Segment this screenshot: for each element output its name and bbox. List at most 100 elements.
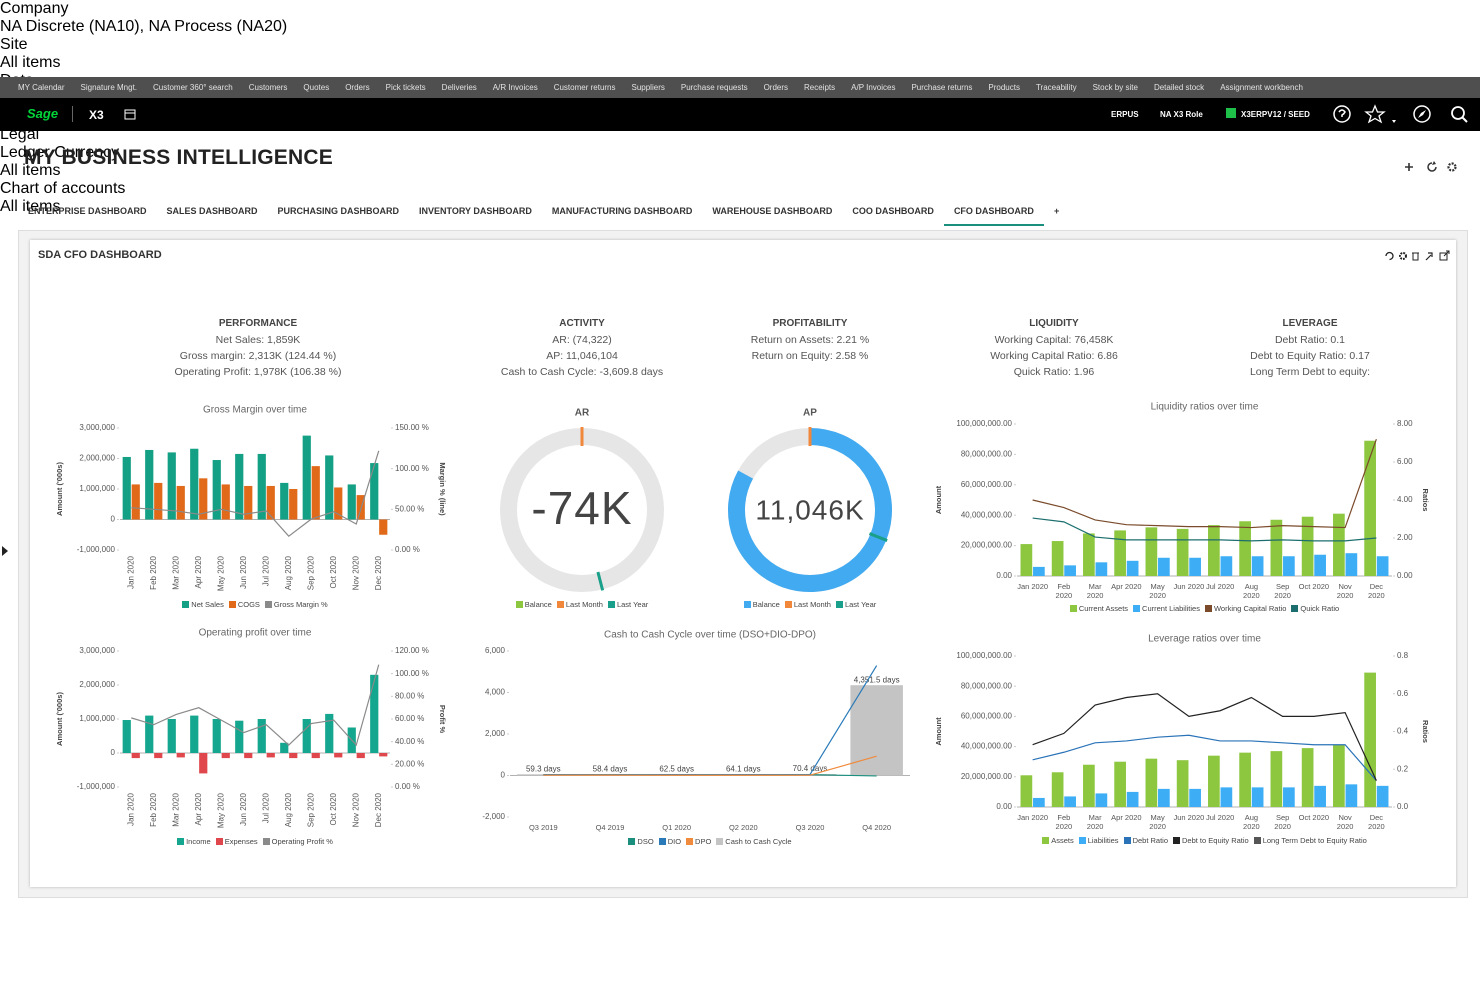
menu-item[interactable]: Detailed stock bbox=[1153, 83, 1205, 92]
menu-item[interactable]: Assignment workbench bbox=[1220, 83, 1303, 92]
value-label: 64.1 days bbox=[726, 764, 761, 773]
tab[interactable]: SALES DASHBOARD bbox=[166, 206, 258, 216]
legend-item[interactable]: Expenses bbox=[215, 837, 258, 846]
x-tick-label: Jul 2020 bbox=[261, 555, 270, 586]
app-name[interactable]: X3 bbox=[89, 108, 104, 122]
tab[interactable]: COO DASHBOARD bbox=[852, 206, 934, 216]
menu-item[interactable]: Receipts bbox=[804, 83, 836, 92]
legend-swatch bbox=[1204, 605, 1212, 612]
legend-item[interactable]: Last Year bbox=[607, 600, 648, 609]
legend-item[interactable]: Current Liabilities bbox=[1133, 604, 1200, 613]
legend: Current Assets Current Liabilities Working… bbox=[975, 604, 1435, 613]
menu-item[interactable]: Customers bbox=[248, 83, 288, 92]
legend-item[interactable]: Debt to Equity Ratio bbox=[1173, 836, 1249, 845]
tab[interactable]: PURCHASING DASHBOARD bbox=[277, 206, 400, 216]
menu-item[interactable]: Pick tickets bbox=[385, 83, 426, 92]
tab[interactable]: + bbox=[1053, 206, 1060, 216]
legend-item[interactable]: Long Term Debt to Equity Ratio bbox=[1253, 836, 1367, 845]
legend-label: Current Liabilities bbox=[1142, 604, 1200, 613]
tab[interactable]: INVENTORY DASHBOARD bbox=[419, 206, 532, 216]
bar bbox=[1176, 528, 1189, 576]
legend-item[interactable]: Quick Ratio bbox=[1291, 604, 1339, 613]
menu-item[interactable]: A/R Invoices bbox=[492, 83, 538, 92]
menu-item[interactable]: Purchase returns bbox=[911, 83, 973, 92]
y-tick-label: 0 bbox=[501, 771, 506, 780]
kpi-line: Working Capital: 76,458K bbox=[994, 334, 1114, 346]
filter-label[interactable]: Ledger Currency bbox=[0, 144, 120, 161]
legend: Balance Last Month Last Year bbox=[352, 600, 812, 609]
tab[interactable]: MANUFACTURING DASHBOARD bbox=[551, 206, 693, 216]
menu-item[interactable]: MY Calendar bbox=[18, 83, 65, 92]
legend-item[interactable]: Cash to Cash Cycle bbox=[716, 837, 792, 846]
logo[interactable]: Sage bbox=[27, 106, 59, 121]
menu-item[interactable]: Orders bbox=[345, 83, 370, 92]
legend-item[interactable]: DIO bbox=[658, 837, 681, 846]
legend-item[interactable]: DPO bbox=[686, 837, 711, 846]
legend-item[interactable]: Working Capital Ratio bbox=[1204, 604, 1286, 613]
tab[interactable]: ENTERPRISE DASHBOARD bbox=[28, 206, 147, 216]
tab[interactable]: WAREHOUSE DASHBOARD bbox=[712, 206, 833, 216]
legend-item[interactable]: Last Month bbox=[556, 600, 603, 609]
legend-item[interactable]: Operating Profit % bbox=[262, 837, 333, 846]
legend-item[interactable]: Assets bbox=[1042, 836, 1074, 845]
y-axis-label: Amount bbox=[934, 717, 943, 746]
legend-item[interactable]: Current Assets bbox=[1069, 604, 1128, 613]
x-tick-label: Q4 2019 bbox=[595, 823, 625, 832]
menu-item[interactable]: Stock by site bbox=[1092, 83, 1138, 92]
menu-item[interactable]: Products bbox=[988, 83, 1020, 92]
menu-item[interactable]: Customer 360° search bbox=[153, 83, 233, 92]
header-icons[interactable] bbox=[1405, 160, 1460, 174]
filter-label[interactable]: Chart of accounts bbox=[0, 180, 126, 197]
legend-item[interactable]: Last Year bbox=[835, 600, 876, 609]
x-tick-label: Nov 2020 bbox=[351, 555, 360, 590]
panel-icons[interactable] bbox=[1384, 250, 1454, 262]
y2-axis-label: Ratios bbox=[1421, 489, 1430, 512]
bar bbox=[289, 753, 298, 759]
menu-item[interactable]: Quotes bbox=[303, 83, 330, 92]
bar bbox=[280, 482, 289, 520]
menu-item[interactable]: Signature Mngt. bbox=[80, 83, 138, 92]
menu-item[interactable]: A/P Invoices bbox=[851, 83, 896, 92]
bar bbox=[235, 720, 244, 753]
legend-item[interactable]: Income bbox=[177, 837, 211, 846]
y2-tick-label: 0.2 bbox=[1397, 764, 1409, 773]
legend-item[interactable]: DSO bbox=[628, 837, 654, 846]
legend-swatch bbox=[262, 838, 270, 845]
legend-item[interactable]: Liabilities bbox=[1078, 836, 1119, 845]
bar bbox=[266, 485, 275, 520]
toolbar-icons[interactable] bbox=[1330, 104, 1475, 126]
bar bbox=[1051, 541, 1064, 576]
menu-item[interactable]: Purchase requests bbox=[680, 83, 748, 92]
calendar-icon[interactable] bbox=[124, 108, 136, 120]
menu-item[interactable]: Suppliers bbox=[631, 83, 665, 92]
bar bbox=[167, 452, 176, 520]
filter-label[interactable]: Company bbox=[0, 0, 69, 17]
menu-item[interactable]: Orders bbox=[763, 83, 789, 92]
legend-item[interactable]: Gross Margin % bbox=[264, 600, 328, 609]
legend-item[interactable]: Balance bbox=[743, 600, 780, 609]
role-item[interactable]: NA X3 Role bbox=[1160, 110, 1203, 119]
legend-label: Income bbox=[186, 837, 211, 846]
chart-title: AP bbox=[803, 408, 817, 419]
panel-title: SDA CFO DASHBOARD bbox=[38, 249, 162, 261]
menu-item[interactable]: Traceability bbox=[1035, 83, 1077, 92]
kpi: LIQUIDITY Working Capital: 76,458K Working… bbox=[924, 318, 1184, 380]
bar bbox=[1251, 787, 1264, 807]
bar bbox=[167, 719, 176, 753]
legend-item[interactable]: Net Sales bbox=[182, 600, 224, 609]
filter-label[interactable]: Site bbox=[0, 36, 28, 53]
menu-item[interactable]: Customer returns bbox=[553, 83, 616, 92]
role-item[interactable]: X3ERPV12 / SEED bbox=[1241, 110, 1310, 119]
y-tick-label: 0 bbox=[111, 515, 116, 524]
role-item[interactable]: ERPUS bbox=[1111, 110, 1139, 119]
legend-item[interactable]: COGS bbox=[228, 600, 260, 609]
bar bbox=[190, 715, 199, 753]
legend-swatch bbox=[1078, 837, 1086, 844]
legend-item[interactable]: Debt Ratio bbox=[1123, 836, 1168, 845]
legend-item[interactable]: Balance bbox=[515, 600, 552, 609]
tab[interactable]: CFO DASHBOARD bbox=[943, 202, 1044, 226]
legend-item[interactable]: Last Month bbox=[784, 600, 831, 609]
side-toggle[interactable] bbox=[2, 546, 8, 556]
menu-item[interactable]: Deliveries bbox=[441, 83, 477, 92]
bar bbox=[1033, 566, 1045, 576]
